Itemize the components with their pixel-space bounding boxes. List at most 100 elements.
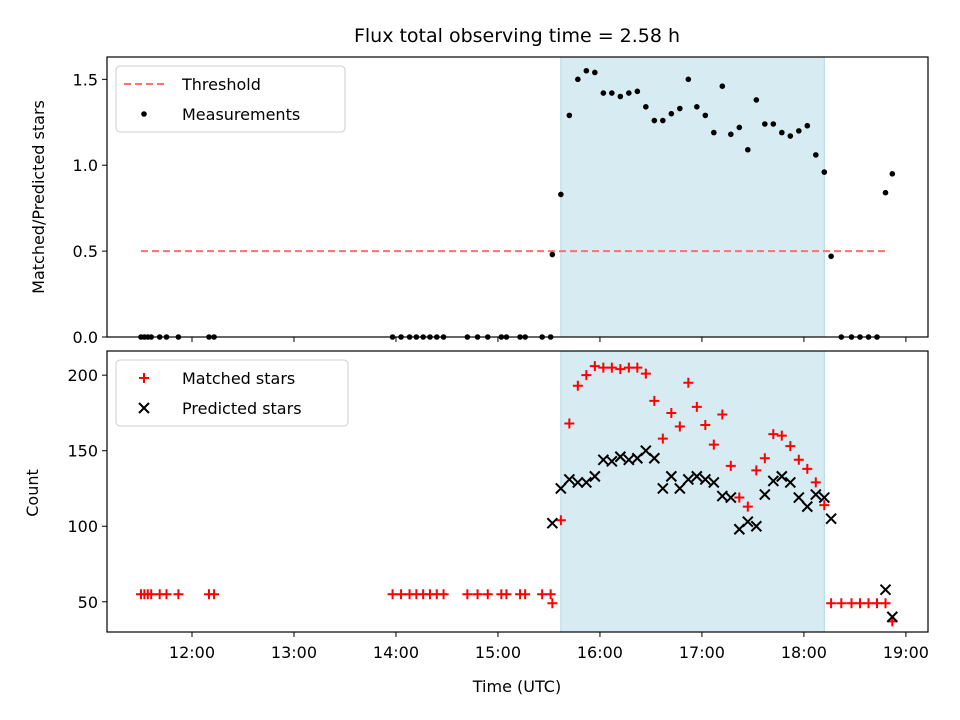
chart-title: Flux total observing time = 2.58 h [354,25,680,47]
measurement-point [796,128,802,134]
measurement-point [882,189,889,196]
matched-star-marker [768,429,779,440]
predicted-star-marker [793,491,805,504]
measurement-point [626,90,632,96]
matched-star-marker [826,598,837,609]
predicted-star-marker [682,473,695,486]
y-tick-label: 1.0 [73,156,98,175]
legend-label: Measurements [182,105,300,124]
x-tick-label: 16:00 [577,643,623,662]
measurement-point [745,146,751,153]
star-count-panel: 50 100 150 200 12:00 13:00 14:00 15:00 16:00 17:0… [67,350,929,662]
measurement-point [728,131,734,138]
matched-star-marker [537,589,548,600]
matched-star-marker [161,589,172,600]
matched-star-marker [810,477,821,488]
measurement-point [677,105,683,112]
measurement-point [575,76,581,83]
matched-star-marker [819,500,830,511]
measurement-point [889,171,896,177]
matched-star-marker [146,589,157,600]
axes-frame [106,56,929,338]
predicted-star-marker [725,491,737,504]
y-tick-label: 50 [78,593,98,612]
measurement-point [660,117,666,124]
matched-star-marker [564,418,575,429]
x-tick-label: 12:00 [169,643,215,662]
matched-star-marker [209,589,220,600]
predicted-star-marker [657,482,669,495]
predicted-star-marker [801,500,814,513]
legend-label: Predicted stars [182,399,302,418]
predicted-star-marker [810,488,822,501]
measurement-point [711,129,717,136]
matched-star-marker [742,501,753,512]
measurement-point [762,121,768,127]
predicted-star-marker [886,611,899,623]
matched-star-marker [572,380,583,391]
x-tick-label: 15:00 [475,643,521,662]
x-tick-label: 19:00 [883,643,929,662]
matched-star-marker [863,598,874,609]
predicted-star-marker [708,476,720,489]
predicted-star-marker [784,476,797,489]
x-tick-label: 17:00 [679,643,725,662]
y-tick-label: 0.5 [73,242,98,261]
predicted-star-marker [759,488,771,501]
matched-star-marker [717,409,728,420]
matched-star-marker [640,368,651,379]
measurement-point [804,122,811,129]
legend-predicted-swatch [138,402,150,414]
legend-box [115,359,349,427]
legend-matched-swatch [139,373,149,383]
matched-star-marker [880,598,891,609]
matched-star-marker [785,441,796,452]
matched-star-marker [649,395,660,406]
matched-star-marker [482,589,493,600]
measurement-point [770,121,777,127]
measurement-point [787,133,794,139]
axes-frame [106,350,929,633]
x-tick-label: 14:00 [373,643,419,662]
measurement-point [694,104,700,110]
predicted-star-marker [750,520,763,532]
y-tick-label: 150 [67,442,98,461]
matched-star-marker [708,439,719,450]
matched-star-marker [674,421,685,432]
matched-star-marker [776,430,787,441]
matched-star-marker [606,362,617,373]
predicted-star-marker [648,452,661,464]
predicted-star-marker [606,455,618,467]
matched-star-marker [751,465,762,476]
matched-star-marker [598,362,609,373]
predicted-star-marker [699,473,712,486]
measurement-point [821,169,828,175]
observing-window [560,350,825,633]
matched-star-marker [846,598,857,609]
matched-star-marker [589,361,600,372]
predicted-star-marker [825,512,837,525]
matched-star-marker [555,515,566,526]
predicted-star-marker [767,475,780,487]
measurement-point [702,112,709,119]
measurement-point [668,110,675,117]
predicted-star-marker [580,476,593,489]
measurement-point [634,88,641,95]
matched-star-marker [666,407,677,418]
y-tick-label: 0.0 [73,328,98,347]
matched-star-marker [683,377,694,388]
matched-star-marker [438,589,449,600]
matched-star-marker [855,598,866,609]
predicted-star-marker [597,454,610,466]
predicted-star-marker [674,482,686,495]
measurement-point [828,253,834,260]
matched-star-marker [657,433,668,444]
y-axis-label-top: Matched/Predicted stars [29,100,48,294]
matched-star-marker [581,370,592,381]
y-tick-label: 200 [67,366,98,385]
legend-label: Threshold [181,75,261,94]
matched-star-marker [615,364,626,375]
measurement-point [685,76,692,83]
